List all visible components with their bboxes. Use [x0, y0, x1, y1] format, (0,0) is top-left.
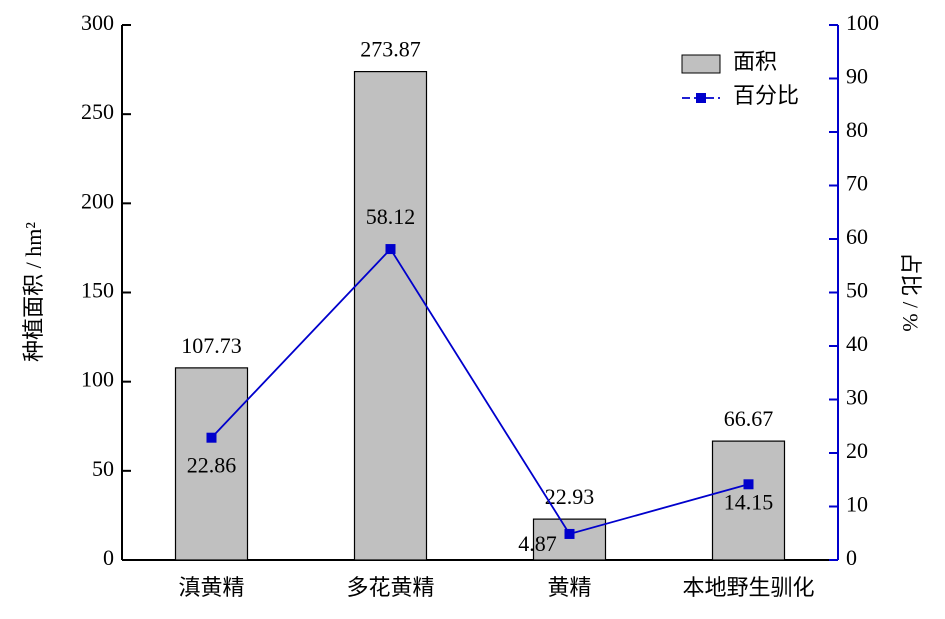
legend-swatch	[681, 54, 721, 74]
legend-label: 百分比	[733, 83, 799, 108]
y2-tick-label: 50	[846, 278, 868, 303]
bar	[532, 518, 607, 561]
y2-axis-label: 占比 / %	[898, 252, 923, 331]
y2-tick-label: 30	[846, 385, 868, 410]
y-tick-label: 150	[81, 278, 114, 303]
percent-value-label: 14.15	[724, 489, 774, 514]
percent-point	[385, 244, 396, 255]
percent-point	[206, 432, 217, 443]
x-tick-label: 黄精	[547, 575, 591, 600]
x-tick-label: 本地野生驯化	[682, 575, 814, 600]
y-tick-label: 300	[81, 10, 114, 35]
legend-marker	[696, 93, 706, 103]
y-axis-label: 种植面积 / hm²	[21, 222, 46, 362]
bar-value-label: 22.93	[545, 484, 595, 509]
percent-line	[210, 247, 749, 535]
y-tick-label: 0	[103, 545, 114, 570]
y-tick-label: 100	[81, 367, 114, 392]
x-tick-label: 多花黄精	[346, 575, 434, 600]
bar	[353, 70, 428, 561]
y-tick-label: 250	[81, 99, 114, 124]
bar-value-label: 273.87	[360, 37, 421, 62]
percent-value-label: 58.12	[366, 204, 416, 229]
x-tick-label: 滇黄精	[178, 575, 244, 600]
percent-point	[564, 528, 575, 539]
y2-tick-label: 60	[846, 224, 868, 249]
y2-tick-label: 70	[846, 171, 868, 196]
legend-label: 面积	[733, 49, 777, 74]
bar	[174, 367, 249, 561]
y2-tick-label: 90	[846, 64, 868, 89]
percent-point	[743, 479, 754, 490]
y2-tick-label: 10	[846, 492, 868, 517]
percent-value-label: 22.86	[187, 453, 237, 478]
y-tick-label: 50	[92, 456, 114, 481]
y2-tick-label: 40	[846, 331, 868, 356]
bar-value-label: 107.73	[181, 333, 242, 358]
y2-tick-label: 80	[846, 117, 868, 142]
bar	[711, 440, 786, 561]
percent-value-label: 4.87	[518, 531, 557, 556]
bar-value-label: 66.67	[724, 406, 774, 431]
y-tick-label: 200	[81, 188, 114, 213]
y2-tick-label: 0	[846, 545, 857, 570]
y2-tick-label: 100	[846, 10, 879, 35]
y2-tick-label: 20	[846, 438, 868, 463]
